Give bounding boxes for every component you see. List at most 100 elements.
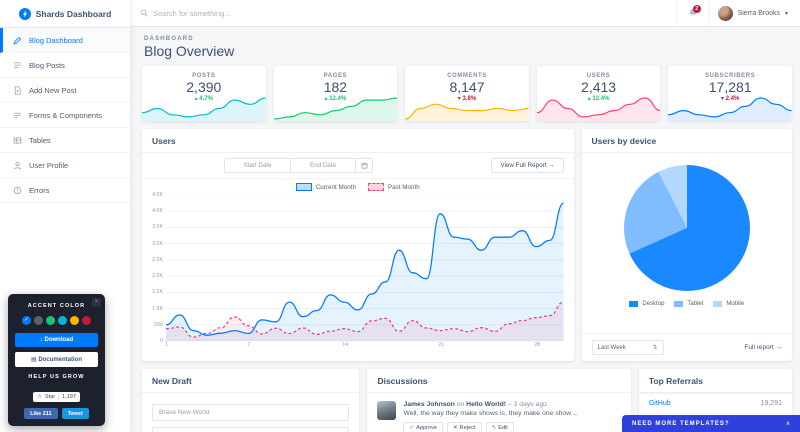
legend-item[interactable]: Past Month (367, 183, 420, 191)
sidebar-item-blog-posts[interactable]: Blog Posts (0, 53, 130, 78)
topbar: 2 Sierra Brooks ▾ (130, 0, 800, 27)
stat-value: 8,147 (449, 79, 485, 95)
end-date-input[interactable] (290, 158, 356, 173)
pencil-icon (13, 36, 22, 45)
edit-button[interactable]: ✎ Edit (485, 422, 514, 432)
tweet-button[interactable]: Tweet (61, 408, 89, 419)
legend-label: Past Month (387, 183, 420, 191)
accent-color-dot[interactable] (58, 316, 67, 325)
y-tick-label: 3.5K (152, 224, 163, 231)
page-kicker: DASHBOARD (144, 36, 194, 42)
reject-button[interactable]: ✕ Reject (446, 422, 482, 432)
sidebar-item-label: Tables (29, 135, 51, 145)
card-title: Top Referrals (638, 369, 792, 393)
pie-wrap (582, 153, 792, 297)
book-icon: ▤ (30, 357, 37, 363)
x-tick-label: 21 (438, 342, 445, 348)
facebook-like-button[interactable]: Like 211 (24, 408, 58, 419)
avatar (717, 5, 733, 21)
charts-row: Users View Full Report → Current Month Pa… (142, 129, 792, 361)
stats-row: POSTS 2,390 ▴ 4.7% PAGES 182 ▴ 12.4% COM… (142, 66, 792, 121)
close-icon[interactable]: × (92, 298, 101, 307)
x-tick-label: 7 (247, 342, 251, 348)
table-icon (13, 136, 22, 144)
page-header: DASHBOARD Blog Overview (142, 27, 792, 66)
referral-link[interactable]: GitHub (648, 400, 671, 407)
search-input[interactable] (153, 8, 453, 18)
trend-arrow-icon: ▴ (194, 96, 198, 102)
legend-label: Desktop (642, 301, 665, 307)
check-icon: ✓ (409, 425, 415, 431)
users-overview-card: Users View Full Report → Current Month Pa… (142, 129, 574, 361)
calendar-button[interactable] (356, 158, 373, 173)
star-icon: ☆ (37, 394, 43, 400)
sidebar-item-blog-dashboard[interactable]: Blog Dashboard (0, 28, 130, 53)
stat-card-subscribers: SUBSCRIBERS 17,281 ▾ 2.4% (668, 66, 792, 121)
stat-delta: ▴ 12.4% (324, 96, 347, 102)
sparkline-chart (668, 95, 792, 121)
accent-color-dot[interactable]: ✓ (22, 316, 31, 325)
pie-legend-item[interactable]: Tablet (674, 301, 703, 307)
stat-label: SUBSCRIBERS (705, 73, 756, 79)
sidebar-item-tables[interactable]: Tables (0, 128, 130, 153)
pie-legend-item[interactable]: Desktop (629, 301, 664, 307)
y-tick-label: 4.0K (152, 208, 163, 215)
start-date-input[interactable] (224, 158, 290, 173)
draft-title-input[interactable] (152, 404, 350, 421)
github-star-button[interactable]: ☆ Star 1,197 (33, 392, 80, 402)
sparkline-chart (536, 95, 661, 121)
accent-color-dot[interactable] (82, 316, 91, 325)
sidebar-item-label: Blog Dashboard (29, 35, 83, 45)
card-title: Discussions (367, 369, 631, 393)
brand[interactable]: Shards Dashboard (0, 0, 130, 28)
need-more-templates-banner[interactable]: NEED MORE TEMPLATES? ∧ (622, 415, 800, 432)
stat-delta: ▾ 2.4% (720, 96, 740, 102)
stat-card-pages: PAGES 182 ▴ 12.4% (273, 66, 398, 121)
view-full-report-button[interactable]: View Full Report → (491, 158, 564, 173)
users-by-device-pie (623, 165, 750, 291)
legend-item[interactable]: Current Month (295, 183, 356, 191)
card-title: Users by device (581, 129, 792, 153)
y-tick-label: 0 (160, 338, 163, 344)
download-button[interactable]: ↓ Download (15, 333, 98, 347)
trend-arrow-icon: ▴ (587, 96, 591, 102)
stat-value: 2,390 (186, 79, 222, 95)
trend-arrow-icon: ▴ (324, 96, 328, 102)
documentation-button[interactable]: ▤ Documentation (15, 352, 98, 367)
post-link[interactable]: Hello World! (466, 401, 507, 408)
approve-button[interactable]: ✓ Approve (403, 422, 443, 432)
y-tick-label: 2.5K (152, 256, 163, 263)
sidebar-item-errors[interactable]: Errors (0, 178, 130, 203)
card-title: New Draft (142, 369, 360, 393)
stat-delta: ▴ 4.7% (194, 96, 213, 102)
draft-body-textarea[interactable] (152, 427, 350, 432)
full-report-link[interactable]: Full report → (744, 344, 782, 351)
legend-label: Mobile (726, 301, 745, 307)
accent-color-dot[interactable] (70, 316, 79, 325)
timeframe-select[interactable]: Last Week ⇅ (591, 340, 664, 355)
sidebar-item-forms-components[interactable]: Forms & Components (0, 103, 130, 128)
discussion-content: James Johnson on Hello World! – 3 days a… (403, 401, 579, 432)
stat-card-comments: COMMENTS 8,147 ▾ 3.8% (405, 66, 529, 121)
discussion-item: James Johnson on Hello World! – 3 days a… (367, 393, 630, 432)
user-menu[interactable]: Sierra Brooks ▾ (710, 5, 800, 21)
sidebar-item-add-new-post[interactable]: Add New Post (0, 78, 130, 103)
notifications-button[interactable]: 2 (675, 0, 710, 26)
select-arrows-icon: ⇅ (652, 345, 658, 351)
sidebar-item-user-profile[interactable]: User Profile (0, 153, 130, 178)
sparkline-chart (405, 95, 529, 121)
sidebar-item-label: User Profile (29, 160, 69, 170)
line-chart-svg (166, 195, 564, 341)
commenter-name[interactable]: James Johnson (403, 401, 455, 408)
topbar-actions: 2 Sierra Brooks ▾ (675, 0, 800, 26)
x-tick-label: 28 (534, 342, 541, 348)
device-card-footer: Last Week ⇅ Full report → (581, 333, 792, 361)
accent-color-options: ✓ (15, 316, 98, 325)
accent-color-dot[interactable] (34, 316, 43, 325)
accent-color-dot[interactable] (46, 316, 55, 325)
pie-legend-item[interactable]: Mobile (713, 301, 744, 307)
search-bar (130, 8, 676, 18)
y-axis: 4.5K 4.0K 3.5K 3.0K 2.5K 2.0K 1.5K 1.0K 500 0 (146, 192, 166, 344)
errors-icon (13, 186, 22, 194)
